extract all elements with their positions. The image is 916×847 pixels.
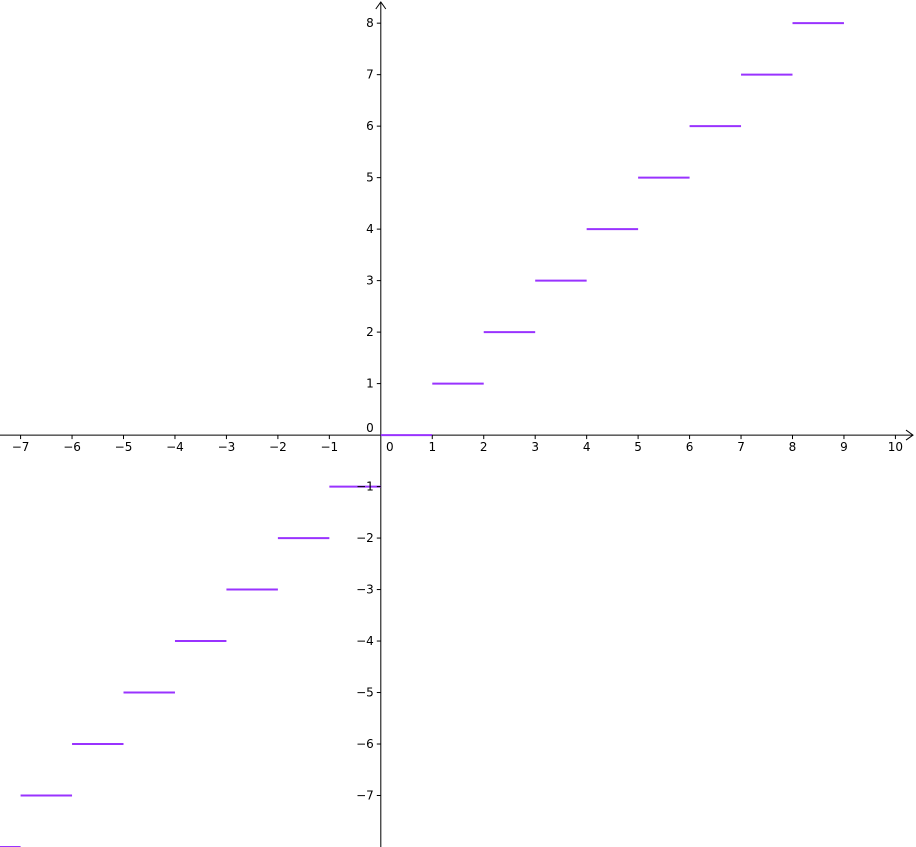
y-tick-label: −5 <box>356 686 374 700</box>
x-tick-label: 4 <box>583 440 591 454</box>
x-tick-label: 1 <box>428 440 436 454</box>
x-tick-label: 10 <box>888 440 903 454</box>
y-tick-label: 7 <box>366 68 374 82</box>
step-segments <box>0 22 844 847</box>
y-tick-label: 4 <box>366 222 374 236</box>
y-tick-label: 0 <box>366 421 374 435</box>
x-tick-label: −5 <box>115 440 133 454</box>
y-tick-label: 5 <box>366 171 374 185</box>
x-tick-label: 9 <box>840 440 848 454</box>
x-tick-label: 5 <box>634 440 642 454</box>
y-axis-arrow <box>375 1 387 10</box>
y-tick-label: 3 <box>366 274 374 288</box>
x-tick-label: −4 <box>166 440 184 454</box>
x-tick-label: 0 <box>386 440 394 454</box>
x-tick-label: −6 <box>63 440 81 454</box>
x-axis-arrow <box>905 429 914 441</box>
x-tick-labels: −7 −6 −5 −4 −3 −2 −1 0 1 2 3 4 5 6 7 8 9 10 <box>12 435 903 454</box>
x-tick-label: 7 <box>737 440 745 454</box>
y-tick-label: −2 <box>356 531 374 545</box>
y-tick-label: 8 <box>366 16 374 30</box>
x-tick-label: 3 <box>531 440 539 454</box>
y-tick-label: 6 <box>366 119 374 133</box>
x-tick-label: −2 <box>269 440 287 454</box>
x-tick-label: 8 <box>789 440 797 454</box>
x-tick-label: −1 <box>320 440 338 454</box>
y-tick-label: −7 <box>356 789 374 803</box>
x-tick-label: −3 <box>218 440 236 454</box>
x-tick-label: 2 <box>480 440 488 454</box>
y-tick-label: −4 <box>356 634 374 648</box>
y-tick-label: 1 <box>366 377 374 391</box>
x-tick-label: −7 <box>12 440 30 454</box>
y-tick-labels: −7 −6 −5 −4 −3 −2 −1 0 1 2 3 4 5 6 7 8 <box>356 16 381 803</box>
y-tick-label: −3 <box>356 583 374 597</box>
y-tick-label: 2 <box>366 325 374 339</box>
x-tick-label: 6 <box>686 440 694 454</box>
y-tick-label: −1 <box>356 480 374 494</box>
y-tick-label: −6 <box>356 737 374 751</box>
